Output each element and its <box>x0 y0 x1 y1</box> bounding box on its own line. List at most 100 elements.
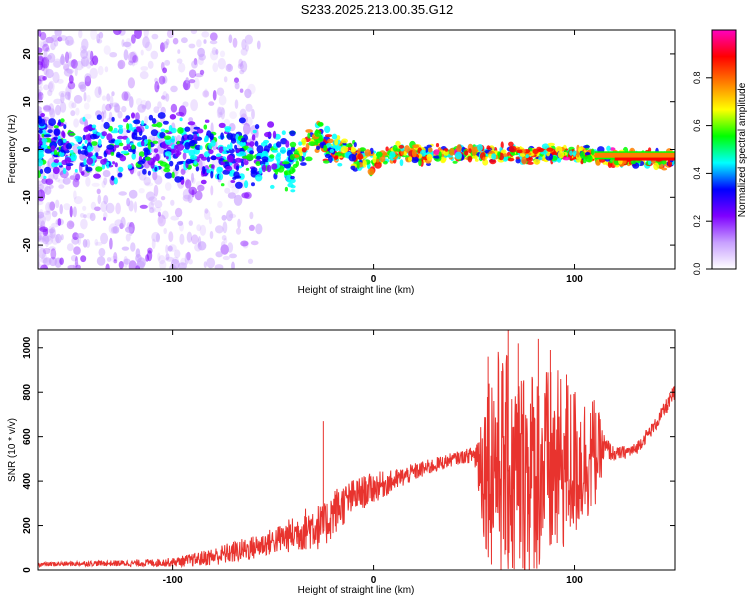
spectrogram-band-blob <box>324 153 331 159</box>
spectrogram-band-blob <box>159 132 166 139</box>
spectrogram-band-blob <box>53 149 58 156</box>
spectrogram-band-blob <box>541 143 550 150</box>
snr-x-tick-label: -100 <box>163 575 183 586</box>
spectrogram-band-blob <box>41 133 45 138</box>
spectrogram-band-blob <box>583 145 590 149</box>
spectrogram-band-blob <box>408 156 413 162</box>
spectrogram-noise-blob <box>128 60 134 66</box>
spectrogram-noise-blob <box>177 220 184 226</box>
spectrogram-noise-blob <box>157 252 161 261</box>
spectrogram-noise-blob <box>234 99 239 109</box>
spectrogram-noise-blob <box>59 55 66 66</box>
spectrogram-band-blob <box>411 149 417 158</box>
spectrogram-band-blob <box>132 148 136 155</box>
spectrogram-noise-blob <box>154 77 159 83</box>
spectrogram-noise-blob <box>247 258 254 264</box>
spectrogram-noise-blob <box>234 77 239 83</box>
spectrogram-noise-blob <box>135 112 140 122</box>
spectrogram-noise-blob <box>145 191 155 201</box>
spectrogram-noise-blob <box>178 262 187 269</box>
spectrogram-band-blob <box>44 148 53 154</box>
spectrogram-noise-blob <box>57 78 64 84</box>
spectrogram-band-blob <box>217 166 224 173</box>
spectrogram-noise-blob <box>67 61 73 67</box>
spectrogram-noise-blob <box>123 91 131 102</box>
spectrogram-band-blob <box>289 141 297 148</box>
spectrogram-noise-blob <box>221 214 227 221</box>
spectrogram-noise-blob <box>125 233 131 242</box>
spectrogram-band-blob <box>356 161 360 170</box>
spectrogram-band-blob <box>106 133 113 141</box>
spectrogram-band-blob <box>170 127 177 134</box>
spectrogram-noise-blob <box>121 105 127 113</box>
spectrogram-noise-blob <box>151 231 161 243</box>
spectrogram-noise-blob <box>120 216 126 228</box>
spectrogram-noise-blob <box>132 53 139 66</box>
spectrogram-band-blob <box>38 159 44 167</box>
spectrogram-band-blob <box>300 162 307 166</box>
spectrogram-noise-blob <box>154 175 163 185</box>
colorbar-tick-label: 0.8 <box>692 72 702 85</box>
spectrogram-noise-blob <box>57 218 62 226</box>
spectrogram-band-blob <box>489 158 497 165</box>
spectrogram-band-blob <box>193 160 198 166</box>
spectrogram-noise-blob <box>199 69 205 75</box>
spectrogram-band-blob <box>126 123 130 130</box>
spectrogram-band-blob <box>38 129 43 134</box>
spectrogram-noise-blob <box>38 79 43 85</box>
spectrogram-noise-blob <box>109 95 114 106</box>
spectrogram-noise-blob <box>255 223 263 235</box>
spectrogram-noise-blob <box>139 204 148 209</box>
spectrogram-noise-blob <box>66 220 75 230</box>
spectrogram-band-blob <box>176 161 183 165</box>
colorbar-label: Normalized spectral amplitude <box>737 82 748 217</box>
spectrogram-noise-blob <box>162 67 168 74</box>
spectrogram-noise-blob <box>73 262 80 269</box>
spectrogram-noise-blob <box>73 196 83 205</box>
spectrogram-noise-blob <box>43 40 48 47</box>
spectrogram-band-blob <box>449 148 455 156</box>
spectrogram-noise-blob <box>45 68 54 79</box>
spectrogram-band-blob <box>144 125 149 130</box>
spectrogram-band-blob <box>82 145 88 150</box>
spectrogram-band-blob <box>157 112 166 119</box>
spectrogram-band-blob <box>464 150 469 156</box>
spectrogram-band-blob <box>53 128 61 136</box>
spectrogram-band-blob <box>250 167 258 173</box>
spectrogram-band-blob <box>508 145 517 153</box>
spectrogram-band-blob <box>340 146 348 154</box>
spectrogram-band-blob <box>298 141 303 146</box>
spectrogram-noise-blob <box>119 222 124 230</box>
spectrogram-band-blob <box>185 158 193 164</box>
spectrogram-noise-blob <box>38 106 43 111</box>
spectrogram-tail-core <box>614 157 675 161</box>
spectrogram-band-blob <box>357 148 361 155</box>
spectrogram-band-blob <box>301 147 307 153</box>
spectrogram-band-blob <box>412 144 420 149</box>
spectrogram-noise-blob <box>129 51 138 63</box>
spectrogram-noise-blob <box>73 190 77 200</box>
spectrogram-noise-blob <box>104 66 109 73</box>
spectrogram-noise-blob <box>39 31 47 41</box>
spectrogram-noise-blob <box>172 256 179 264</box>
spectrogram-noise-blob <box>244 34 253 45</box>
spectrogram-band-blob <box>467 155 473 163</box>
spectrogram-noise-blob <box>170 103 178 113</box>
spectrogram-band-blob <box>438 151 442 159</box>
spectrogram-band-blob <box>179 117 183 122</box>
colorbar-tick-label: 0.0 <box>692 263 702 276</box>
colorbar-frame <box>711 29 737 270</box>
spectrogram-noise-blob <box>121 246 130 251</box>
spectrogram-band-blob <box>160 128 166 133</box>
spectrogram-noise-blob <box>68 221 75 228</box>
spectrogram-band-blob <box>251 134 256 141</box>
spectrogram-band-blob <box>57 138 64 147</box>
spectrogram-noise-blob <box>244 88 252 99</box>
spectrogram-band-blob <box>557 151 565 159</box>
spectrogram-noise-blob <box>191 172 194 183</box>
spectrogram-noise-blob <box>38 61 43 71</box>
spectrogram-band-blob <box>216 153 222 157</box>
spectrogram-noise-blob <box>227 192 236 199</box>
spectrogram-band-blob <box>85 164 89 171</box>
spectrogram-noise-blob <box>179 233 185 245</box>
